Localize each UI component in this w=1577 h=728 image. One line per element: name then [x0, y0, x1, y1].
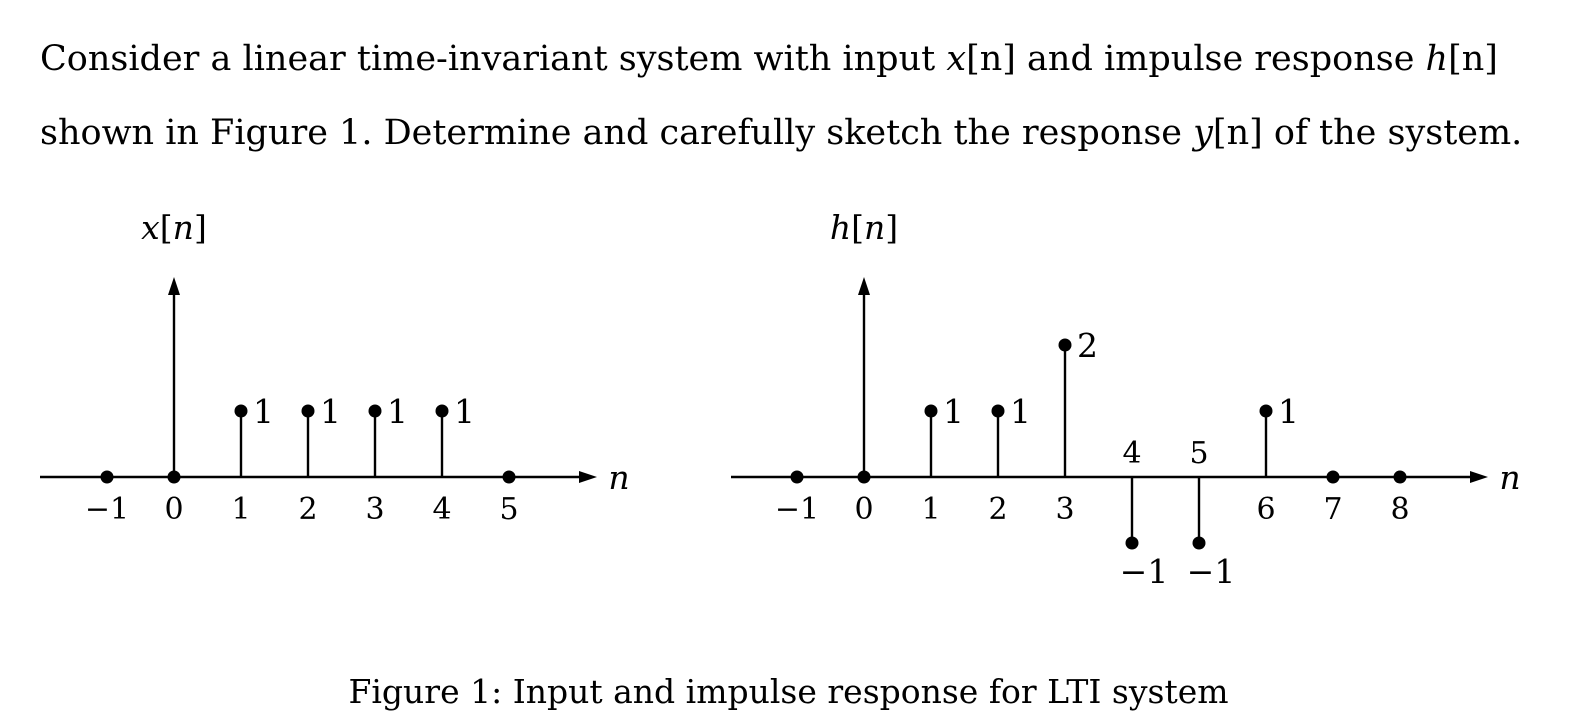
stem-marker — [301, 404, 315, 418]
problem-statement: Consider a linear time-invariant system … — [40, 22, 1540, 170]
problem-text-3: shown in Figure 1. Determine and careful… — [40, 113, 1194, 153]
tick-label: 3 — [365, 492, 384, 527]
problem-text-1: Consider a linear time-invariant system … — [40, 39, 947, 79]
tick-label: 1 — [921, 492, 940, 527]
value-label: 1 — [454, 392, 475, 431]
stem-marker — [368, 404, 382, 418]
tick-label: 2 — [988, 492, 1007, 527]
stem-marker — [1192, 536, 1206, 550]
value-label: 2 — [1077, 326, 1098, 365]
tick-label: 4 — [1122, 436, 1141, 471]
x-index: [n] — [966, 39, 1016, 79]
n-axis-label: n — [1499, 458, 1520, 497]
tick-label: −1 — [85, 492, 129, 527]
value-label: 1 — [943, 392, 964, 431]
value-label: −1 — [1120, 552, 1169, 591]
h-symbol: h — [1425, 39, 1449, 79]
tick-label: 4 — [432, 492, 451, 527]
tick-label: 8 — [1390, 492, 1409, 527]
stem-marker — [1058, 338, 1072, 352]
stem-marker — [1393, 470, 1407, 484]
stem-marker — [1326, 470, 1340, 484]
tick-label: 3 — [1055, 492, 1074, 527]
tick-label: 0 — [164, 492, 183, 527]
problem-text-2: and impulse response — [1015, 39, 1426, 79]
stem-marker — [991, 404, 1005, 418]
y-symbol: y — [1193, 113, 1213, 153]
tick-label: 0 — [854, 492, 873, 527]
plot-h-n: n h[n] −1 0 1 1 1 2 2 3 −1 4 −1 5 1 6 7 8 — [731, 208, 1521, 591]
value-label: 1 — [1010, 392, 1031, 431]
plot-x-n: n x[n] −1 0 1 1 1 2 1 3 1 4 5 — [40, 208, 630, 527]
stem-marker — [234, 404, 248, 418]
tick-label: 7 — [1323, 492, 1342, 527]
tick-label: −1 — [775, 492, 819, 527]
x-symbol: x — [946, 39, 967, 79]
tick-label: 1 — [231, 492, 250, 527]
tick-label: 6 — [1256, 492, 1275, 527]
n-axis-arrow-icon — [1470, 471, 1488, 483]
tick-label: 2 — [298, 492, 317, 527]
y-index: [n] — [1212, 113, 1263, 153]
value-label: 1 — [387, 392, 408, 431]
value-label: 1 — [253, 392, 274, 431]
stem-marker — [100, 470, 114, 484]
h-index: [n] — [1448, 39, 1498, 79]
stem-marker — [1125, 536, 1139, 550]
figure-caption: Figure 1: Input and impulse response for… — [348, 672, 1229, 711]
stem-marker — [790, 470, 804, 484]
problem-text-4: of the system. — [1262, 113, 1523, 153]
stem-marker — [167, 470, 181, 484]
stem-marker — [924, 404, 938, 418]
stem-marker — [857, 470, 871, 484]
tick-label: 5 — [1189, 436, 1208, 471]
tick-label: 5 — [499, 492, 518, 527]
y-axis-label: x[n] — [141, 208, 207, 247]
stem-marker — [435, 404, 449, 418]
n-axis-label: n — [608, 458, 629, 497]
stem-marker — [502, 470, 516, 484]
value-label: 1 — [320, 392, 341, 431]
y-axis-arrow-icon — [168, 277, 180, 295]
y-axis-arrow-icon — [858, 277, 870, 295]
value-label: 1 — [1278, 392, 1299, 431]
value-label: −1 — [1187, 552, 1236, 591]
n-axis-arrow-icon — [579, 471, 597, 483]
y-axis-label: h[n] — [830, 208, 898, 247]
stem-marker — [1259, 404, 1273, 418]
figure-1: n x[n] −1 0 1 1 1 2 1 3 1 4 5 n h[n] −1 0 1 1 1 2 2 3 −1 4 −1 5 1 6… — [40, 208, 1521, 591]
